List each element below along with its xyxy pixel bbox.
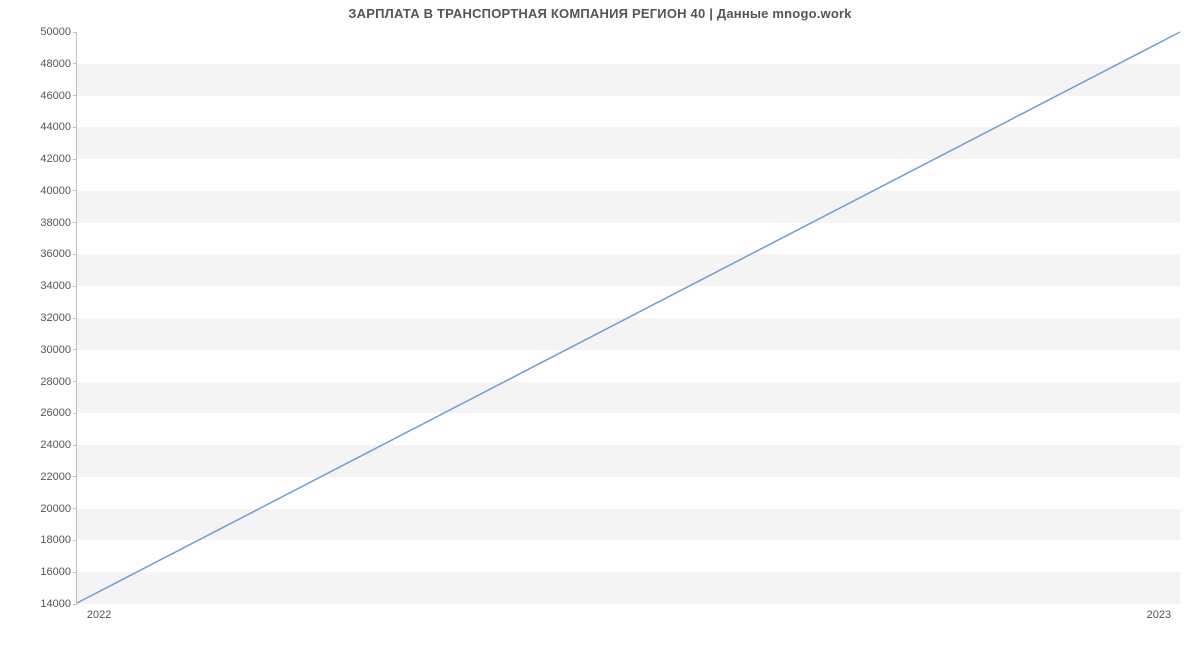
y-tick-mark [73, 63, 77, 64]
y-tick-mark [73, 127, 77, 128]
y-tick-mark [73, 254, 77, 255]
y-tick-mark [73, 286, 77, 287]
y-tick-label: 32000 [40, 312, 71, 324]
y-tick-label: 48000 [40, 58, 71, 70]
plot-area: 1400016000180002000022000240002600028000… [76, 32, 1180, 604]
y-tick-mark [73, 604, 77, 605]
y-tick-mark [73, 508, 77, 509]
y-tick-label: 42000 [40, 153, 71, 165]
y-tick-label: 14000 [40, 598, 71, 610]
y-tick-mark [73, 540, 77, 541]
y-tick-label: 34000 [40, 280, 71, 292]
y-tick-mark [73, 318, 77, 319]
y-tick-label: 18000 [40, 534, 71, 546]
chart-title: ЗАРПЛАТА В ТРАНСПОРТНАЯ КОМПАНИЯ РЕГИОН … [0, 6, 1200, 21]
y-tick-mark [73, 381, 77, 382]
series-line [77, 32, 1180, 603]
y-tick-mark [73, 476, 77, 477]
y-tick-mark [73, 445, 77, 446]
y-tick-label: 30000 [40, 344, 71, 356]
y-tick-label: 40000 [40, 185, 71, 197]
y-tick-label: 16000 [40, 566, 71, 578]
y-tick-label: 28000 [40, 376, 71, 388]
y-tick-mark [73, 190, 77, 191]
y-tick-label: 44000 [40, 121, 71, 133]
y-tick-mark [73, 159, 77, 160]
y-tick-mark [73, 222, 77, 223]
y-tick-label: 38000 [40, 217, 71, 229]
y-tick-label: 24000 [40, 439, 71, 451]
y-tick-mark [73, 349, 77, 350]
y-tick-label: 36000 [40, 248, 71, 260]
line-layer [77, 32, 1180, 603]
y-tick-mark [73, 413, 77, 414]
x-tick-label: 2022 [87, 609, 111, 621]
y-tick-label: 20000 [40, 503, 71, 515]
y-tick-mark [73, 32, 77, 33]
y-tick-label: 50000 [40, 26, 71, 38]
y-tick-label: 46000 [40, 90, 71, 102]
chart-container: ЗАРПЛАТА В ТРАНСПОРТНАЯ КОМПАНИЯ РЕГИОН … [0, 0, 1200, 650]
y-tick-mark [73, 572, 77, 573]
y-tick-label: 26000 [40, 407, 71, 419]
x-tick-label: 2023 [1147, 609, 1171, 621]
y-tick-label: 22000 [40, 471, 71, 483]
y-tick-mark [73, 95, 77, 96]
